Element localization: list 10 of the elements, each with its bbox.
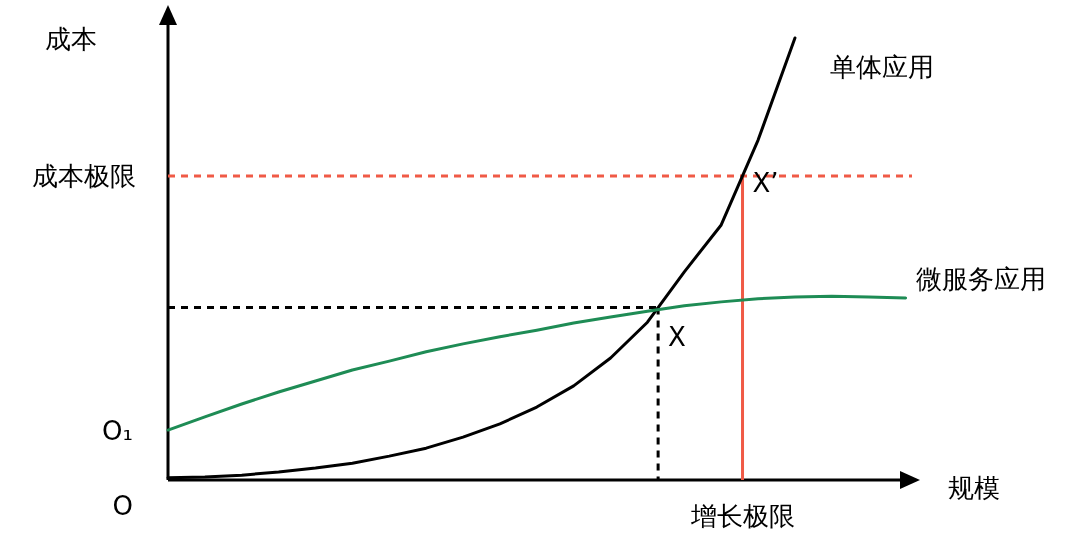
x-axis-title: 规模 <box>948 473 1000 503</box>
annotation: O <box>112 491 133 521</box>
annotation: 增长极限 <box>690 501 795 531</box>
annotation: X <box>668 321 686 352</box>
series-label: 单体应用 <box>829 52 934 82</box>
series-label: 微服务应用 <box>915 263 1046 294</box>
annotation: O₁ <box>102 416 133 447</box>
ref-line-label: 成本极限 <box>32 160 136 191</box>
annotation: X’ <box>752 167 779 198</box>
y-axis-title: 成本 <box>45 24 97 54</box>
